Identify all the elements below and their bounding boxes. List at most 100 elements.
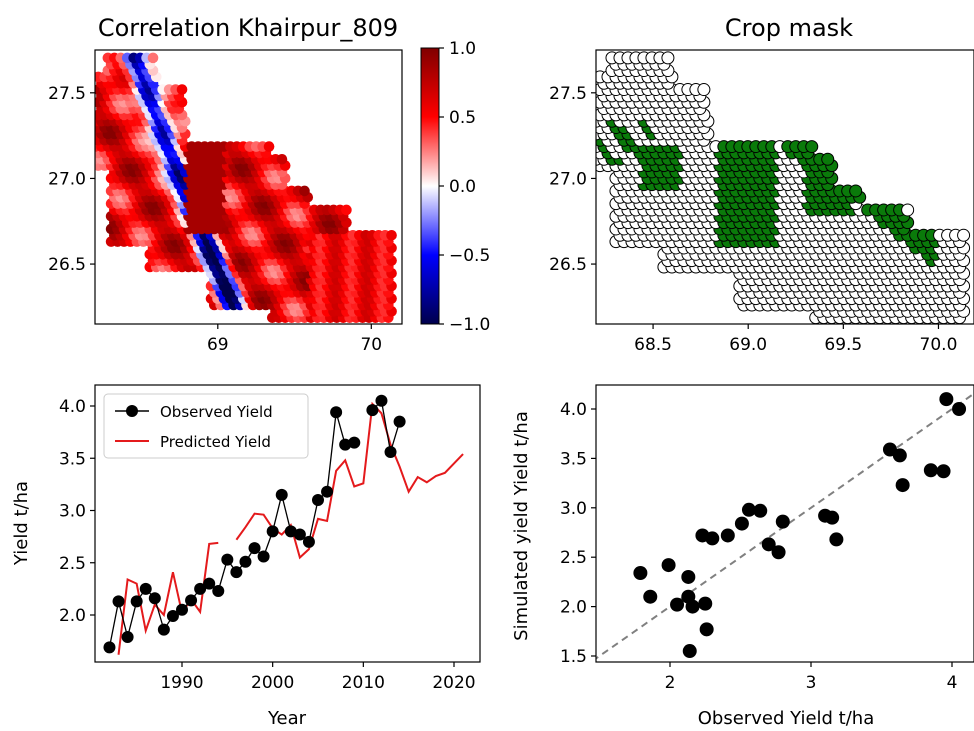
scatter-point: [633, 566, 648, 581]
scatter-point: [699, 622, 714, 637]
crop-mask-xticks: 68.5 69.0 69.5 70.0: [634, 324, 957, 355]
colorbar-tick-label: 1.0: [449, 39, 476, 59]
crop-cell: [849, 184, 863, 198]
crop-mask-x-tick-label: 68.5: [634, 335, 672, 355]
scatter-point: [895, 478, 910, 493]
crop-mask-title: Crop mask: [725, 14, 853, 42]
observed-yield-point: [148, 592, 161, 605]
scatter-point: [741, 502, 756, 517]
scatter-point: [761, 537, 776, 552]
noncrop-cell: [661, 51, 675, 65]
scatter-xlabel: Observed Yield t/ha: [698, 708, 874, 729]
scatter-point: [753, 503, 768, 518]
correlation-cell: [147, 52, 159, 64]
scatter-yticks: 4.0 3.5 3.0 2.5 2.0 1.5: [560, 400, 596, 667]
timeseries-x-tick-label: 1990: [160, 673, 203, 693]
correlation-yticks: 27.5 27.0 26.5: [48, 84, 95, 275]
colorbar: 1.0 0.5 0.0 −0.5 −1.0: [420, 39, 490, 335]
correlation-cell: [276, 153, 288, 165]
observed-yield-point: [203, 577, 216, 590]
colorbar-tick-label: −0.5: [449, 246, 490, 266]
observed-yield-point: [157, 623, 170, 636]
scatter-y-tick-label: 2.5: [560, 548, 587, 568]
scatter-x-tick-label: 3: [806, 673, 817, 693]
observed-yield-point: [212, 584, 225, 597]
crop-mask-y-tick-label: 27.5: [549, 84, 587, 104]
correlation-x-tick-label: 69: [207, 335, 229, 355]
timeseries-x-tick-label: 2000: [251, 673, 294, 693]
legend-observed-label: Observed Yield: [160, 403, 273, 421]
scatter-point: [734, 516, 749, 531]
timeseries-yticks: 4.0 3.5 3.0 2.5 2.0: [59, 397, 95, 626]
observed-yield-point: [257, 550, 270, 563]
observed-yield-point: [375, 394, 388, 407]
observed-yield-line: [371, 399, 401, 453]
timeseries-legend: Observed Yield Predicted Yield: [103, 393, 309, 459]
scatter-point: [643, 589, 658, 604]
observed-yield-point: [139, 582, 152, 595]
scatter-xticks: 2 3 4: [665, 662, 958, 693]
observed-yield-line: [108, 412, 355, 648]
scatter-point: [685, 599, 700, 614]
timeseries-y-tick-label: 2.0: [59, 606, 86, 626]
observed-yield-point: [185, 594, 198, 607]
timeseries-plot-frame: [94, 384, 481, 663]
correlation-xticks: 69 70: [207, 324, 382, 355]
crop-cell: [821, 152, 835, 166]
correlation-cell: [176, 84, 188, 95]
correlation-cell: [263, 141, 275, 152]
correlation-cell: [299, 185, 310, 197]
scatter-point: [681, 569, 696, 584]
correlation-y-tick-label: 27.0: [48, 169, 86, 189]
correlation-x-tick-label: 70: [360, 335, 382, 355]
colorbar-tick-label: 0.5: [449, 108, 476, 128]
crop-mask-plot-frame: [595, 49, 974, 325]
observed-yield-point: [194, 582, 207, 595]
scatter-point: [682, 644, 697, 659]
scatter-x-tick-label: 2: [665, 673, 676, 693]
observed-yield-point: [348, 436, 361, 449]
observed-yield-point: [239, 555, 252, 568]
observed-yield-point: [230, 566, 243, 579]
observed-yield-point: [393, 415, 406, 428]
scatter-point: [698, 596, 713, 611]
timeseries-x-tick-label: 2020: [432, 673, 475, 693]
timeseries-y-tick-label: 3.5: [59, 449, 86, 469]
observed-yield-point: [112, 595, 125, 608]
timeseries-y-tick-label: 4.0: [59, 397, 86, 417]
scatter-point: [661, 558, 676, 573]
scatter-point: [923, 463, 938, 478]
correlation-cells: [95, 52, 397, 323]
observed-yield-point: [284, 525, 297, 538]
observed-yield-point: [103, 641, 116, 654]
observed-yield-point: [275, 488, 288, 501]
yield-timeseries-panel: 1990 2000 2010 2020 4.0 3.5 3.0 2.5 2.0 Year Yi…: [11, 384, 481, 729]
scatter-plot-frame: [595, 384, 974, 663]
timeseries-xlabel: Year: [267, 708, 307, 729]
observed-yield-point: [166, 610, 179, 623]
observed-yield-point: [221, 553, 234, 566]
crop-mask-x-tick-label: 69.5: [824, 335, 862, 355]
correlation-cell: [386, 229, 397, 241]
timeseries-ylabel: Yield t/ha: [11, 481, 32, 566]
noncrop-cell: [957, 228, 971, 242]
observed-yield-point: [266, 525, 279, 538]
correlation-panel: Correlation Khairpur_809 69 70 27.5 27.0 26…: [48, 14, 490, 355]
colorbar-tick-label: −1.0: [449, 315, 490, 335]
observed-yield-point: [130, 595, 143, 608]
observed-yield-point: [121, 630, 134, 643]
scatter-y-tick-label: 4.0: [560, 400, 587, 420]
scatter-point: [952, 402, 967, 416]
crop-mask-yticks: 27.5 27.0 26.5: [549, 84, 596, 275]
observed-yield-point: [293, 528, 306, 541]
timeseries-lines: [103, 394, 464, 655]
scatter-point: [939, 392, 954, 407]
colorbar-ticks: 1.0 0.5 0.0 −0.5 −1.0: [439, 39, 490, 335]
scatter-point: [829, 532, 844, 547]
scatter-point: [775, 514, 790, 529]
legend-predicted-label: Predicted Yield: [160, 433, 271, 451]
scatter-point: [720, 528, 735, 543]
scatter-x-tick-label: 4: [947, 673, 958, 693]
observed-yield-point: [302, 535, 315, 548]
observed-yield-point: [366, 404, 379, 417]
